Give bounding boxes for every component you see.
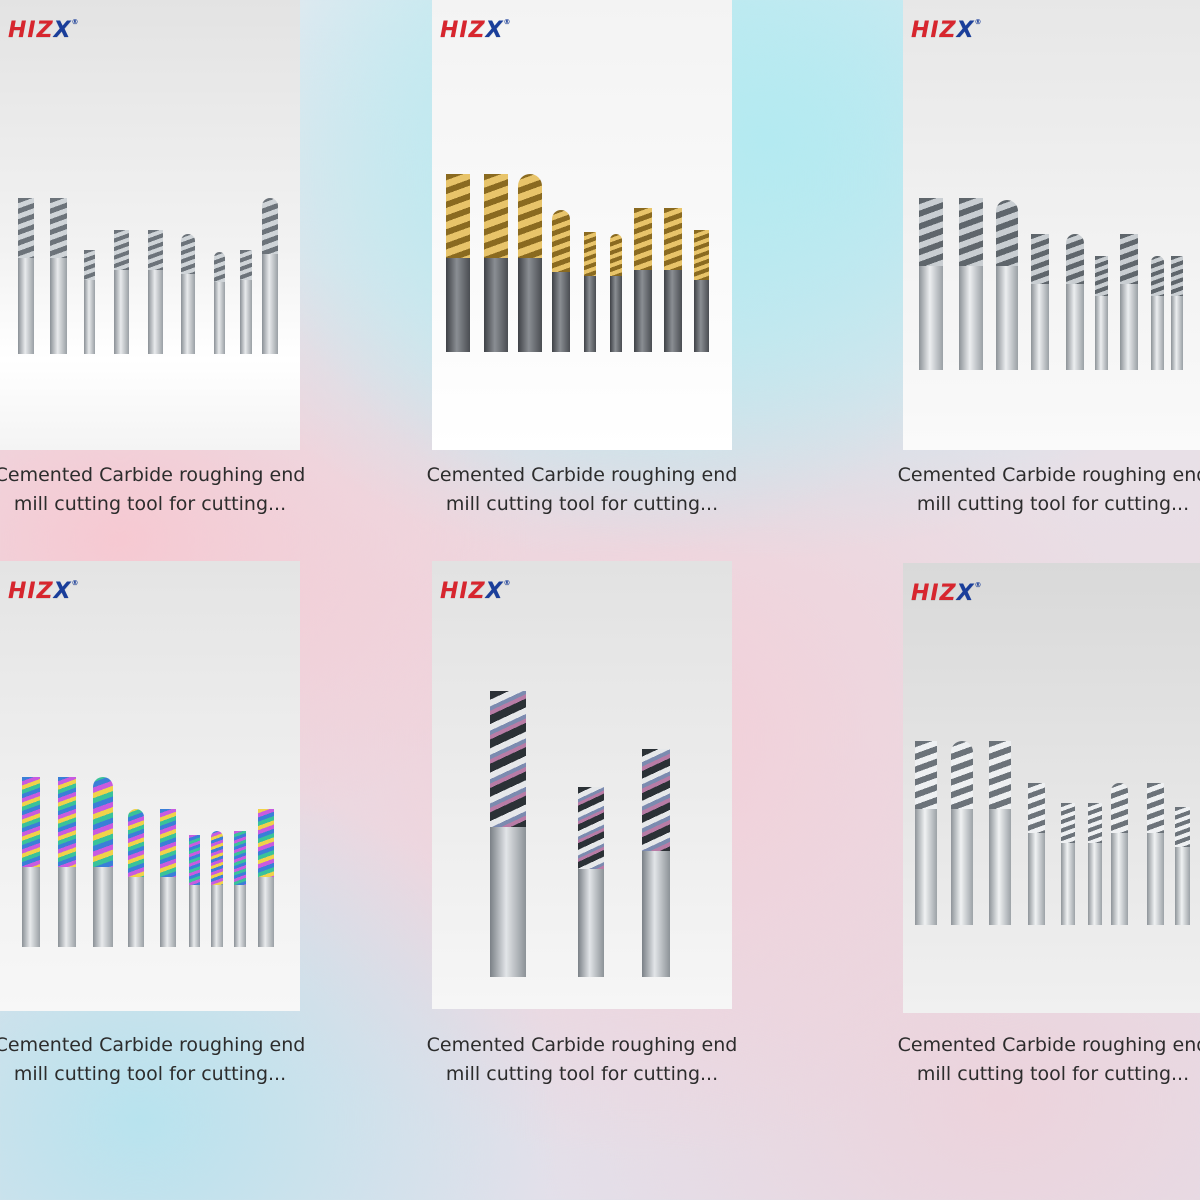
product-image[interactable]: HIZX® (0, 561, 300, 1011)
product-image[interactable]: HIZX® (432, 561, 732, 1009)
product-card[interactable]: HIZX® Cemented Carbide roughing end mill… (898, 0, 1200, 560)
end-mill-set-image (0, 0, 300, 450)
product-caption[interactable]: Cemented Carbide roughing end mill cutti… (426, 1034, 738, 1085)
product-image[interactable]: HIZX® (432, 0, 732, 450)
product-image[interactable]: HIZX® (0, 0, 300, 450)
brand-logo: HIZX® (911, 581, 983, 606)
end-mill-set-image (432, 561, 732, 1009)
brand-logo: HIZX® (8, 579, 80, 604)
end-mill-set-image (903, 563, 1200, 1013)
product-caption[interactable]: Cemented Carbide roughing end mill cutti… (897, 464, 1200, 515)
product-card[interactable]: HIZX® Cemented Carbide roughing end mill… (427, 0, 737, 560)
product-caption[interactable]: Cemented Carbide roughing end mill cutti… (426, 464, 738, 515)
brand-logo: HIZX® (440, 18, 512, 43)
product-card[interactable]: HIZX® Cemented Carbide roughing end mill… (898, 563, 1200, 1123)
product-image[interactable]: HIZX® (903, 0, 1200, 450)
end-mill-set-image (903, 0, 1200, 450)
product-caption[interactable]: Cemented Carbide roughing end mill cutti… (0, 1034, 306, 1085)
end-mill-set-image (432, 0, 732, 450)
brand-logo: HIZX® (911, 18, 983, 43)
product-caption[interactable]: Cemented Carbide roughing end mill cutti… (0, 464, 306, 515)
product-card[interactable]: HIZX® Cemented Carbide roughing end mill… (0, 561, 305, 1121)
product-image[interactable]: HIZX® (903, 563, 1200, 1013)
end-mill-set-image (0, 561, 300, 1011)
brand-logo: HIZX® (8, 18, 80, 43)
product-caption[interactable]: Cemented Carbide roughing end mill cutti… (897, 1034, 1200, 1085)
brand-logo: HIZX® (440, 579, 512, 604)
product-card[interactable]: HIZX® Cemented Carbide roughing end mill… (0, 0, 305, 560)
product-card[interactable]: HIZX® Cemented Carbide roughing end mill… (427, 561, 737, 1121)
